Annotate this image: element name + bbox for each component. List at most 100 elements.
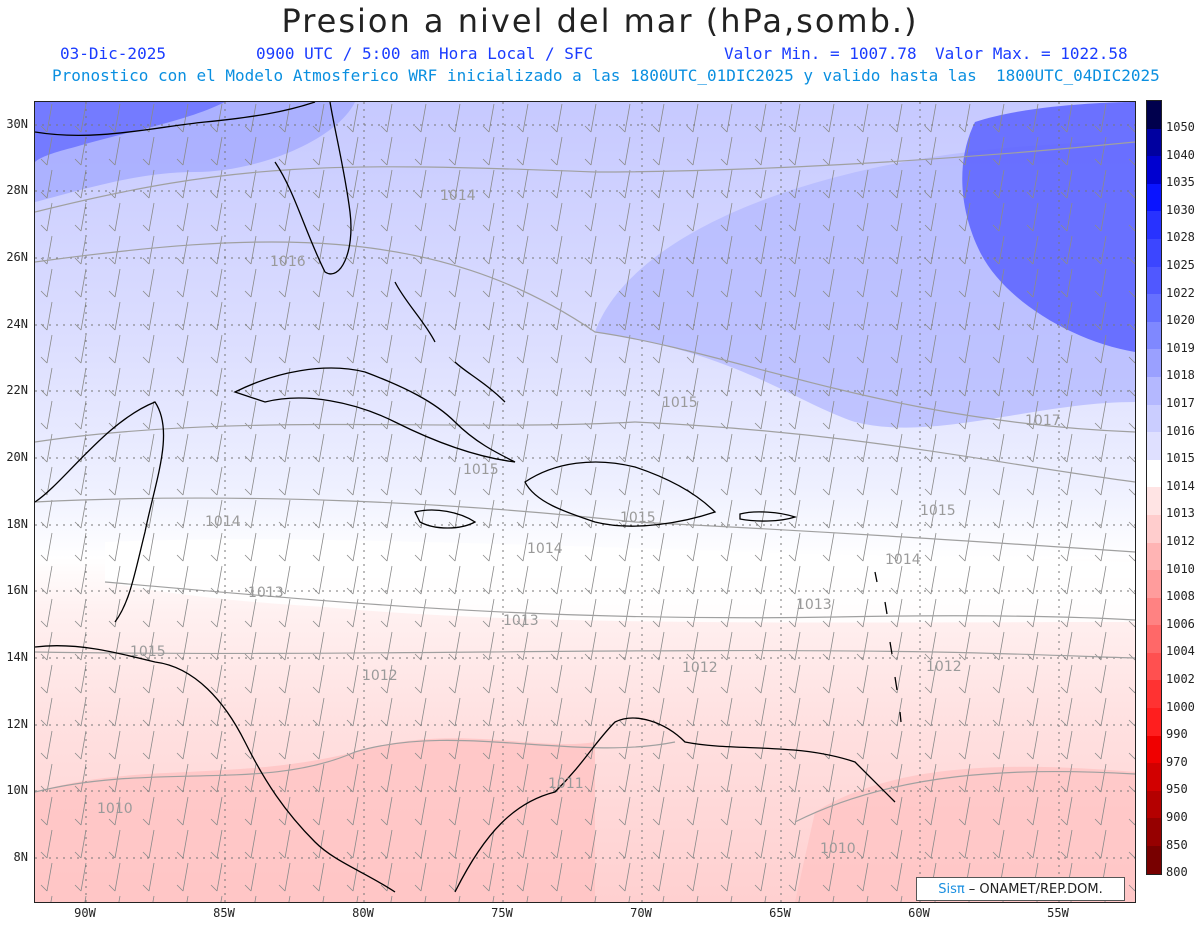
colorbar-label: 1018 [1166,368,1195,383]
colorbar-swatch [1147,625,1161,653]
colorbar-label: 1020 [1166,313,1195,328]
pressure-map [34,101,1136,903]
colorbar-label: 1028 [1166,230,1195,245]
colorbar-label: 1013 [1166,506,1195,521]
lon-tick: 65W [769,906,791,920]
isobar-label: 1014 [527,541,563,557]
colorbar-label: 1008 [1166,589,1195,604]
lat-tick: 14N [6,650,28,664]
colorbar-label: 1022 [1166,285,1195,300]
credit-text: – ONAMET/REP.DOM. [968,881,1103,897]
colorbar-swatch [1147,735,1161,764]
lat-tick: 24N [6,317,28,331]
lon-tick: 85W [213,906,235,920]
colorbar-label: 1019 [1166,340,1195,355]
colorbar-label: 850 [1166,837,1188,852]
isobar-label: 1014 [885,552,921,568]
colorbar-swatch [1147,294,1161,322]
lat-tick: 20N [6,450,28,464]
isobar-label: 1015 [662,395,698,411]
colorbar-label: 1040 [1166,147,1195,162]
colorbar-label: 970 [1166,754,1188,769]
lon-tick: 80W [352,906,374,920]
isobar-label: 1012 [926,659,962,675]
colorbar-swatch [1147,183,1161,212]
isobar-label: 1013 [796,597,832,613]
colorbar-swatch [1147,542,1161,571]
lon-tick: 75W [491,906,513,920]
lat-tick: 16N [6,583,28,597]
lat-tick: 26N [6,250,28,264]
colorbar-label: 1025 [1166,258,1195,272]
colorbar-label: 1004 [1166,644,1195,659]
colorbar-swatch [1147,266,1161,295]
isobar-label: 1015 [920,503,956,519]
colorbar-label: 900 [1166,810,1188,824]
colorbar [1146,100,1162,875]
colorbar-swatch [1147,570,1161,598]
colorbar-label: 1015 [1166,451,1195,466]
colorbar-swatch [1147,763,1161,791]
colorbar-label: 1012 [1166,534,1195,548]
lat-tick: 30N [6,117,28,131]
colorbar-label: 950 [1166,782,1188,797]
isobars [35,141,1135,823]
colorbar-swatch [1147,818,1161,847]
colorbar-label: 1000 [1166,699,1195,714]
isobar-label: 1013 [503,613,539,629]
colorbar-label: 1002 [1166,672,1195,686]
colorbar-label: 1050 [1166,120,1195,134]
coastlines [35,102,902,893]
colorbar-swatch [1147,846,1161,874]
colorbar-swatch [1147,128,1161,157]
max-value: Valor Max. = 1022.58 [935,44,1128,63]
colorbar-swatch [1147,487,1161,515]
colorbar-label: 1017 [1166,396,1195,410]
lon-tick: 90W [74,906,96,920]
forecast-info: Pronostico con el Modelo Atmosferico WRF… [52,66,1160,85]
lon-tick: 70W [630,906,652,920]
colorbar-swatch [1147,404,1161,433]
colorbar-swatch [1147,211,1161,239]
colorbar-swatch [1147,708,1161,736]
colorbar-swatch [1147,321,1161,350]
isobar-label: 1011 [548,776,584,792]
isobar-label: 1014 [440,188,476,204]
isobar-label: 1012 [362,668,398,684]
lon-tick: 60W [908,906,930,920]
isobar-label: 1014 [205,514,241,530]
isobar-label: 1015 [620,510,656,526]
isobar-label: 1016 [270,254,306,270]
isobar-label: 1013 [248,585,284,601]
colorbar-label: 1010 [1166,561,1195,576]
colorbar-swatch [1147,349,1161,377]
colorbar-label: 1030 [1166,202,1195,217]
lat-tick: 22N [6,383,28,397]
isobar-label: 1010 [97,801,133,817]
colorbar-swatch [1147,597,1161,626]
colorbar-swatch [1147,156,1161,184]
lon-tick: 55W [1047,906,1069,920]
colorbar-label: 800 [1166,865,1188,880]
colorbar-swatch [1147,376,1161,405]
isobar-label: 1012 [682,660,718,676]
valid-date: 03-Dic-2025 [60,44,166,63]
lat-tick: 18N [6,517,28,531]
sispi-logo: Sisπ [938,881,965,897]
colorbar-swatch [1147,790,1161,819]
isobar-label: 1015 [130,644,166,660]
credit-box: Sisπ – ONAMET/REP.DOM. [916,877,1125,901]
colorbar-swatch [1147,238,1161,267]
valid-time: 0900 UTC / 5:00 am Hora Local / SFC [256,44,594,63]
colorbar-label: 1016 [1166,423,1195,438]
colorbar-swatch [1147,680,1161,709]
isobar-label: 1010 [820,841,856,857]
isobar-label: 1017 [1025,413,1061,429]
lat-tick: 28N [6,183,28,197]
colorbar-swatch [1147,432,1161,460]
colorbar-swatch [1147,652,1161,681]
lat-tick: 12N [6,717,28,731]
min-value: Valor Min. = 1007.78 [724,44,917,63]
map-title: Presion a nivel del mar (hPa,somb.) [281,2,919,40]
colorbar-swatch [1147,101,1161,129]
